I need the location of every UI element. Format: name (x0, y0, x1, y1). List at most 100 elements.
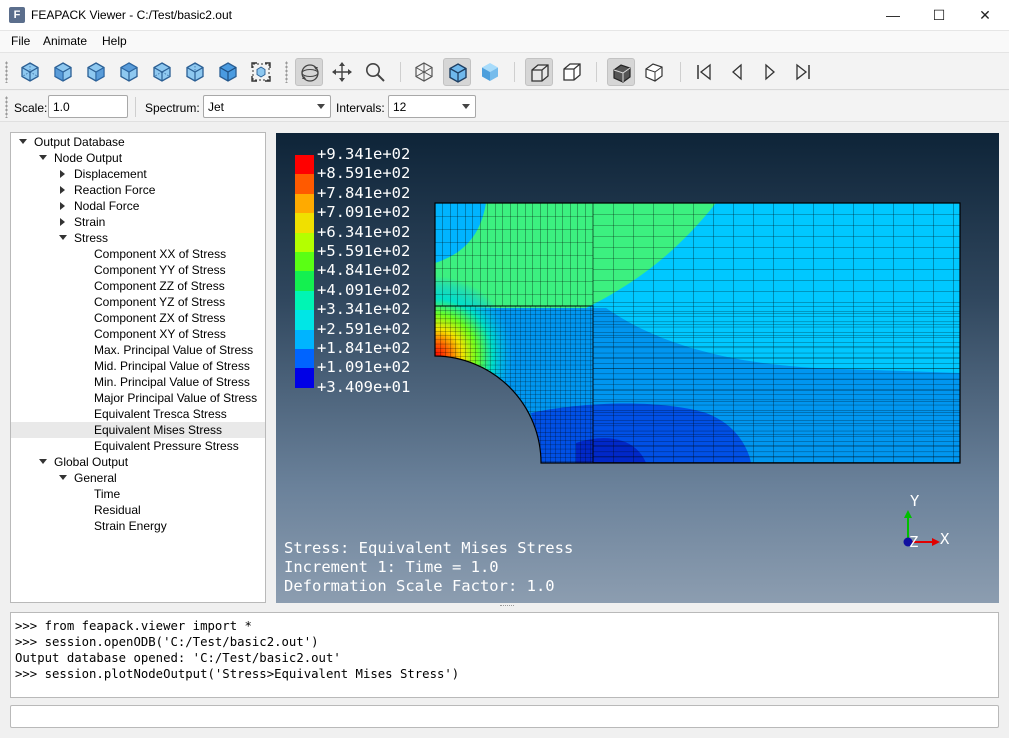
menu-animate[interactable]: Animate (43, 34, 88, 48)
tree-item[interactable]: Max. Principal Value of Stress (11, 342, 265, 358)
collapse-arrow-icon[interactable] (60, 170, 65, 178)
next-frame-icon[interactable] (756, 58, 784, 86)
collapse-arrow-icon[interactable] (60, 218, 65, 226)
contour-outline-icon[interactable] (640, 58, 668, 86)
expand-arrow-icon[interactable] (39, 459, 47, 464)
contour-filled-icon[interactable] (607, 58, 635, 86)
expand-arrow-icon[interactable] (39, 155, 47, 160)
tree-item[interactable]: Equivalent Pressure Stress (11, 438, 265, 454)
viewport-stress-label: Stress: Equivalent Mises Stress (284, 539, 574, 557)
collapse-arrow-icon[interactable] (60, 202, 65, 210)
tree-item-label: Residual (94, 503, 141, 517)
tree-item[interactable]: Global Output (11, 454, 265, 470)
tree-item[interactable]: Component ZZ of Stress (11, 278, 265, 294)
intervals-select[interactable]: 12 (388, 95, 476, 118)
fit-view-icon[interactable] (247, 58, 275, 86)
collapse-arrow-icon[interactable] (60, 186, 65, 194)
tree-item[interactable]: Component ZX of Stress (11, 310, 265, 326)
tree-item[interactable]: Strain (11, 214, 265, 230)
legend-swatch (295, 193, 314, 214)
zoom-icon[interactable] (361, 58, 389, 86)
tree-item[interactable]: Displacement (11, 166, 265, 182)
tree-item[interactable]: Time (11, 486, 265, 502)
tree-item[interactable]: Strain Energy (11, 518, 265, 534)
toolbar-grip[interactable] (5, 96, 8, 118)
left-view-icon[interactable] (181, 58, 209, 86)
tree-item[interactable]: Component YY of Stress (11, 262, 265, 278)
tree-item-label: Global Output (54, 455, 129, 469)
tree-item[interactable]: Component XX of Stress (11, 246, 265, 262)
tree-item[interactable]: Nodal Force (11, 198, 265, 214)
tree-item-label: Equivalent Tresca Stress (94, 407, 227, 421)
legend-label: +7.841e+02 (317, 183, 411, 202)
toolbar-grip[interactable] (5, 61, 8, 83)
scale-input[interactable]: 1.0 (48, 95, 128, 118)
menu-bar: File Animate Help (0, 31, 1009, 52)
console-line: Output database opened: 'C:/Test/basic2.… (15, 651, 341, 665)
last-frame-icon[interactable] (789, 58, 817, 86)
iso-view-icon[interactable] (16, 58, 44, 86)
front-view-icon[interactable] (49, 58, 77, 86)
command-input[interactable] (10, 705, 999, 728)
minimize-button[interactable]: — (886, 7, 900, 23)
legend-swatch (295, 174, 314, 194)
tree-item[interactable]: Component XY of Stress (11, 326, 265, 342)
fe-model (434, 202, 961, 464)
expand-arrow-icon[interactable] (59, 235, 67, 240)
tree-item[interactable]: Component YZ of Stress (11, 294, 265, 310)
first-frame-icon[interactable] (690, 58, 718, 86)
tree-item[interactable]: General (11, 470, 265, 486)
python-console[interactable]: >>> from feapack.viewer import * >>> sess… (10, 612, 999, 698)
undeformed-shape-icon[interactable] (558, 58, 586, 86)
expand-arrow-icon[interactable] (19, 139, 27, 144)
tree-item-label: Component YY of Stress (94, 263, 226, 277)
close-button[interactable]: ✕ (979, 7, 991, 23)
scale-label: Scale: (14, 101, 48, 115)
tree-item[interactable]: Output Database (11, 134, 265, 150)
legend-label: +7.091e+02 (317, 203, 411, 222)
model-viewport[interactable]: +9.341e+02 +8.591e+02 +7.841e+02 +7.091e+02… (276, 133, 999, 603)
tree-item[interactable]: Equivalent Mises Stress (11, 422, 265, 438)
right-view-icon[interactable] (214, 58, 242, 86)
toolbar-separator (680, 62, 681, 82)
splitter-handle[interactable] (500, 605, 514, 609)
legend-label: +1.091e+02 (317, 358, 411, 377)
bottom-view-icon[interactable] (148, 58, 176, 86)
back-view-icon[interactable] (82, 58, 110, 86)
legend-label: +9.341e+02 (317, 145, 411, 163)
menu-file[interactable]: File (11, 34, 31, 48)
deformed-shape-icon[interactable] (525, 58, 553, 86)
legend-swatch (295, 213, 314, 233)
legend-label: +4.841e+02 (317, 261, 411, 280)
tree-item[interactable]: Residual (11, 502, 265, 518)
tree-item[interactable]: Stress (11, 230, 265, 246)
top-view-icon[interactable] (115, 58, 143, 86)
shaded-icon[interactable] (476, 58, 504, 86)
wireframe-icon[interactable] (410, 58, 438, 86)
legend-label: +1.841e+02 (317, 339, 411, 357)
tree-item-label: Equivalent Pressure Stress (94, 439, 239, 453)
rotate-icon[interactable] (295, 58, 323, 86)
legend-label: +3.409e+01 (317, 377, 411, 396)
tree-item[interactable]: Major Principal Value of Stress (11, 390, 265, 406)
pan-icon[interactable] (328, 58, 356, 86)
tree-item-label: Time (94, 487, 121, 501)
toolbar-separator (135, 97, 136, 117)
tree-item[interactable]: Mid. Principal Value of Stress (11, 358, 265, 374)
expand-arrow-icon[interactable] (59, 475, 67, 480)
tree-item[interactable]: Reaction Force (11, 182, 265, 198)
console-line: >>> from feapack.viewer import * (15, 619, 252, 633)
menu-help[interactable]: Help (102, 34, 127, 48)
window-title: FEAPACK Viewer - C:/Test/basic2.out (31, 8, 232, 22)
maximize-button[interactable]: ☐ (932, 7, 946, 23)
axis-x-label: X (940, 530, 950, 548)
tree-item[interactable]: Node Output (11, 150, 265, 166)
previous-frame-icon[interactable] (723, 58, 751, 86)
toolbar-grip[interactable] (285, 61, 288, 83)
output-tree[interactable]: Output Database Node Output Displacement Re… (10, 132, 266, 603)
tree-item[interactable]: Min. Principal Value of Stress (11, 374, 265, 390)
tree-item-label: Strain Energy (94, 519, 167, 533)
tree-item[interactable]: Equivalent Tresca Stress (11, 406, 265, 422)
spectrum-select[interactable]: Jet (203, 95, 331, 118)
shaded-edges-icon[interactable] (443, 58, 471, 86)
